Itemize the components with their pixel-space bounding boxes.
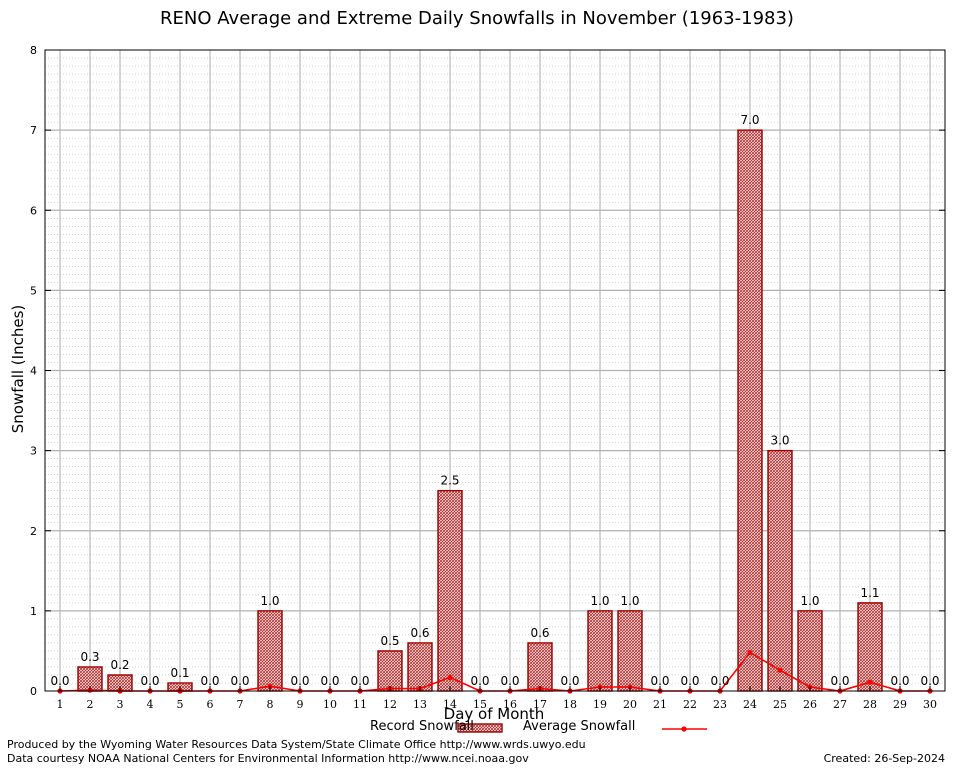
point-average-snowfall bbox=[447, 674, 453, 680]
x-tick-label: 4 bbox=[147, 698, 154, 711]
x-tick-label: 1 bbox=[57, 698, 64, 711]
bar-value-label: 0.2 bbox=[110, 658, 129, 672]
x-tick-label: 11 bbox=[353, 698, 367, 711]
point-average-snowfall bbox=[747, 649, 753, 656]
bar-record-snowfall bbox=[407, 642, 433, 692]
x-tick-label: 8 bbox=[267, 698, 274, 711]
bar-value-label: 0.0 bbox=[50, 674, 69, 688]
bar-value-label: 0.6 bbox=[410, 626, 429, 640]
x-tick-label: 3 bbox=[117, 698, 124, 711]
bar-value-label: 2.5 bbox=[440, 474, 459, 488]
bar-value-label: 3.0 bbox=[770, 434, 789, 448]
x-tick-label: 9 bbox=[297, 698, 304, 711]
y-tick-label: 2 bbox=[30, 525, 37, 538]
bar-value-label: 1.0 bbox=[260, 594, 279, 608]
bar-value-label: 0.5 bbox=[380, 634, 399, 648]
bar-value-label: 0.0 bbox=[560, 674, 579, 688]
bar-record-snowfall bbox=[257, 610, 283, 692]
bar-value-label: 0.0 bbox=[140, 674, 159, 688]
y-tick-label: 5 bbox=[30, 284, 37, 297]
y-tick-label: 0 bbox=[30, 685, 37, 698]
bar-value-label: 0.1 bbox=[170, 666, 189, 680]
legend-record-swatch bbox=[457, 723, 503, 733]
point-average-snowfall bbox=[777, 667, 783, 673]
bar-record-snowfall bbox=[797, 610, 823, 692]
bar-value-label: 0.3 bbox=[80, 650, 99, 664]
x-tick-label: 22 bbox=[683, 698, 697, 711]
y-tick-label: 3 bbox=[30, 445, 37, 458]
x-tick-label: 17 bbox=[533, 698, 547, 711]
bar-value-label: 0.0 bbox=[500, 674, 519, 688]
bar-value-label: 0.0 bbox=[920, 674, 939, 688]
bar-value-label: 0.6 bbox=[530, 626, 549, 640]
footer-produced-by: Produced by the Wyoming Water Resources … bbox=[7, 738, 586, 751]
bar-value-label: 0.0 bbox=[680, 674, 699, 688]
x-tick-label: 16 bbox=[503, 698, 517, 711]
bar-value-label: 0.0 bbox=[710, 674, 729, 688]
bar-value-label: 0.0 bbox=[650, 674, 669, 688]
footer-courtesy: Data courtesy NOAA National Centers for … bbox=[7, 752, 529, 765]
x-tick-label: 26 bbox=[803, 698, 817, 711]
x-tick-label: 29 bbox=[893, 698, 907, 711]
bar-value-label: 0.0 bbox=[350, 674, 369, 688]
plot-frame bbox=[44, 49, 946, 692]
x-tick-label: 24 bbox=[743, 698, 757, 711]
chart-title: RENO Average and Extreme Daily Snowfalls… bbox=[160, 8, 794, 29]
legend-average-marker bbox=[681, 726, 687, 732]
bar-record-snowfall bbox=[857, 602, 883, 692]
x-tick-label: 27 bbox=[833, 698, 847, 711]
bar-value-label: 0.0 bbox=[890, 674, 909, 688]
x-tick-label: 30 bbox=[923, 698, 937, 711]
bar-record-snowfall bbox=[617, 610, 643, 692]
bar-record-snowfall bbox=[437, 489, 463, 692]
x-tick-label: 15 bbox=[473, 698, 487, 711]
x-tick-label: 12 bbox=[383, 698, 397, 711]
bar-value-label: 1.0 bbox=[800, 594, 819, 608]
bar-value-label: 0.0 bbox=[290, 674, 309, 688]
y-tick-label: 8 bbox=[30, 44, 37, 57]
bar-value-label: 0.0 bbox=[830, 674, 849, 688]
bar-value-label: 1.0 bbox=[620, 594, 639, 608]
x-tick-label: 10 bbox=[323, 698, 337, 711]
bar-record-snowfall bbox=[737, 129, 763, 692]
x-tick-label: 13 bbox=[413, 698, 427, 711]
bar-record-snowfall bbox=[587, 610, 613, 692]
bar-record-snowfall bbox=[767, 449, 793, 692]
bar-record-snowfall bbox=[377, 650, 403, 692]
y-axis-label: Snowfall (Inches) bbox=[9, 304, 27, 434]
bar-value-label: 0.0 bbox=[470, 674, 489, 688]
y-tick-label: 7 bbox=[30, 124, 37, 137]
legend-average-label: Average Snowfall bbox=[523, 719, 636, 734]
bar-record-snowfall bbox=[527, 642, 553, 692]
bar-value-label: 0.0 bbox=[230, 674, 249, 688]
y-tick-label: 1 bbox=[30, 605, 37, 618]
bar-value-label: 1.1 bbox=[860, 586, 879, 600]
x-tick-label: 14 bbox=[443, 698, 457, 711]
footer-created: Created: 26-Sep-2024 bbox=[823, 752, 945, 765]
x-tick-label: 7 bbox=[237, 698, 244, 711]
x-tick-label: 6 bbox=[207, 698, 214, 711]
legend-record-label: Record Snowfall bbox=[370, 719, 474, 734]
x-tick-label: 25 bbox=[773, 698, 787, 711]
x-axis-label: Day of Month bbox=[443, 705, 545, 723]
bar-value-label: 1.0 bbox=[590, 594, 609, 608]
x-tick-label: 2 bbox=[87, 698, 94, 711]
x-tick-label: 21 bbox=[653, 698, 667, 711]
bar-value-label: 0.0 bbox=[320, 674, 339, 688]
bar-value-label: 0.0 bbox=[200, 674, 219, 688]
point-average-snowfall bbox=[867, 679, 873, 685]
x-tick-label: 23 bbox=[713, 698, 727, 711]
y-tick-label: 4 bbox=[30, 365, 37, 378]
x-tick-label: 5 bbox=[177, 698, 184, 711]
x-tick-label: 28 bbox=[863, 698, 877, 711]
x-tick-label: 18 bbox=[563, 698, 577, 711]
bar-value-label: 7.0 bbox=[740, 113, 759, 127]
y-tick-label: 6 bbox=[30, 204, 37, 217]
x-tick-label: 19 bbox=[593, 698, 607, 711]
x-tick-label: 20 bbox=[623, 698, 637, 711]
